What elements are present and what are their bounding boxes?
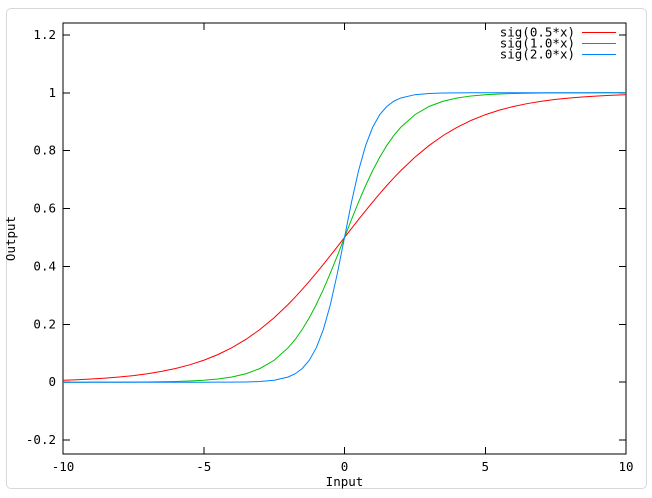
legend-label: sig(0.5*x) [500, 25, 575, 40]
x-tick-label: -5 [196, 459, 211, 474]
y-tick-label: 1.2 [33, 27, 56, 42]
y-tick-label: 0.6 [33, 201, 56, 216]
y-tick-label: 0.2 [33, 316, 56, 331]
y-tick-label: 0.4 [33, 258, 56, 273]
x-tick-label: -10 [52, 459, 75, 474]
x-tick-label: 10 [618, 459, 633, 474]
x-tick-label: 0 [341, 459, 349, 474]
x-tick-label: 5 [481, 459, 489, 474]
y-tick-label: 1 [48, 85, 56, 100]
legend-label: sig(1.0*x) [500, 36, 575, 51]
figure-frame [6, 8, 647, 489]
y-tick-label: -0.2 [26, 432, 56, 447]
x-axis-title: Input [326, 474, 364, 489]
y-axis-title: Output [3, 216, 18, 261]
series-line-sig-2.0-x- [63, 92, 626, 383]
y-tick-label: 0 [48, 374, 56, 389]
legend-label: sig(2.0*x) [500, 47, 575, 62]
y-tick-label: 0.8 [33, 143, 56, 158]
